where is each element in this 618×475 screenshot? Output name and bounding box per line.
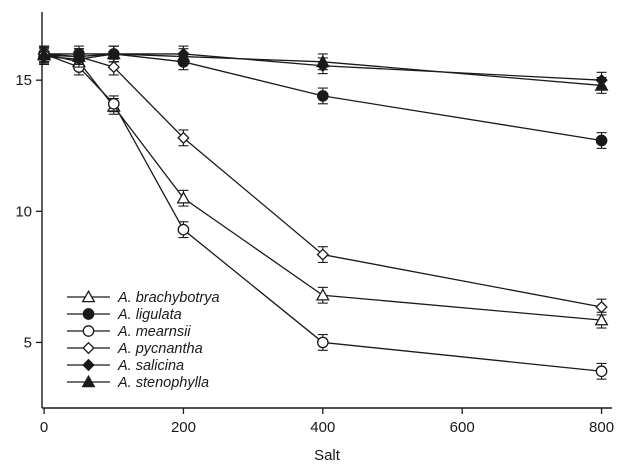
data-point (107, 60, 120, 74)
legend-label: A. ligulata (117, 307, 182, 323)
data-point (595, 300, 608, 314)
axes-layer: 0 200 400 600 800 5 10 15 (15, 12, 614, 436)
legend-marker (81, 374, 96, 388)
legend-marker (81, 289, 96, 303)
series-line (44, 53, 602, 81)
x-axis-title: Salt (314, 447, 341, 464)
data-point (177, 223, 190, 236)
data-point (595, 134, 608, 147)
legend-marker (82, 325, 95, 337)
legend-item-a-pycnantha: A. pycnantha (67, 341, 203, 357)
data-point (107, 97, 120, 110)
data-point (315, 288, 330, 301)
data-point (316, 248, 330, 261)
data-point (316, 90, 329, 102)
x-tick-label: 600 (450, 419, 475, 436)
y-tick-label: 10 (15, 203, 32, 220)
legend-label: A. salicina (117, 358, 184, 374)
x-tick-label: 800 (589, 419, 614, 436)
x-tick-label: 200 (171, 419, 196, 436)
data-point (176, 49, 191, 62)
legend-label: A. pycnantha (117, 341, 203, 357)
legend-item-a-ligulata: A. ligulata (67, 307, 182, 323)
legend-label: A. stenophylla (117, 375, 209, 391)
data-point (177, 131, 190, 145)
legend-item-a-brachybotrya: A. brachybotrya (67, 289, 220, 306)
series-line (44, 53, 602, 87)
x-tick-label: 400 (310, 419, 335, 436)
data-point (106, 46, 121, 60)
series-a-stenophylla (37, 45, 609, 94)
legend-item-a-mearnsii: A. mearnsii (67, 324, 191, 340)
data-point (72, 49, 86, 62)
legend-marker (82, 308, 95, 320)
x-tick-label: 0 (40, 419, 48, 436)
legend-label: A. brachybotrya (117, 290, 220, 306)
legend-item-a-stenophylla: A. stenophylla (67, 374, 209, 391)
data-point (594, 78, 609, 91)
legend-label: A. mearnsii (117, 324, 191, 340)
data-point (595, 365, 608, 378)
data-point (37, 48, 51, 61)
data-point (176, 191, 191, 204)
data-point (316, 336, 329, 349)
data-point (315, 54, 330, 68)
series-a-pycnantha (37, 45, 608, 316)
series-line (43, 53, 602, 372)
legend-item-a-salicina: A. salicina (67, 358, 184, 374)
y-tick-label: 5 (24, 334, 32, 351)
y-tick-label: 15 (15, 72, 32, 89)
legend-marker (82, 341, 95, 355)
legend-marker (82, 358, 95, 372)
data-point (594, 313, 609, 326)
